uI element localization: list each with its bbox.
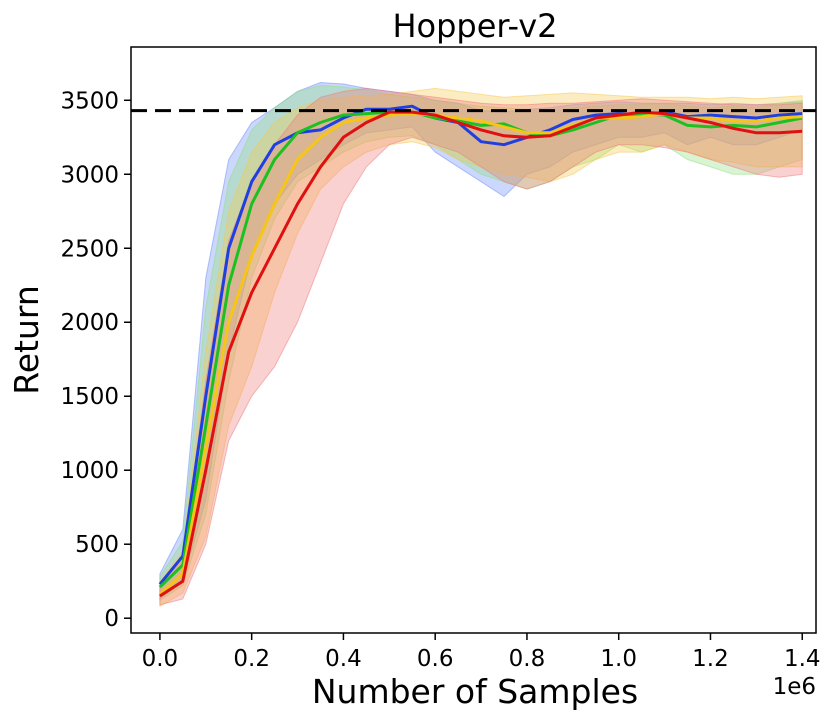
series-line-1 (158, 104, 803, 586)
x-axis: 0.0 0.2 0.4 0.6 0.8 1.0 1.2 1.4 (142, 633, 821, 672)
x-tick-label: 1.4 (784, 646, 821, 672)
y-tick-label: 1000 (60, 458, 119, 484)
y-tick-label: 500 (75, 532, 119, 558)
y-axis: 0 500 1000 1500 2000 2500 3000 3500 (60, 88, 131, 632)
y-tick-label: 2500 (60, 236, 119, 262)
x-axis-offset-label: 1e6 (773, 674, 816, 700)
series-line-2 (158, 110, 803, 589)
y-tick-label: 1500 (60, 384, 119, 410)
chart-title: Hopper-v2 (392, 7, 557, 45)
x-tick-label: 0.2 (233, 646, 270, 672)
x-axis-label: Number of Samples (312, 672, 638, 711)
y-tick-label: 2000 (60, 310, 119, 336)
series-line-4 (159, 110, 803, 598)
confidence-band-4 (159, 87, 803, 606)
y-tick-label: 3500 (60, 88, 119, 114)
x-tick-label: 0.8 (509, 646, 546, 672)
x-tick-label: 0.6 (417, 646, 454, 672)
y-tick-label: 3000 (60, 162, 119, 188)
x-tick-label: 1.0 (600, 646, 637, 672)
series-lines (158, 104, 803, 598)
plot-frame (130, 46, 817, 634)
x-tick-label: 1.2 (692, 646, 729, 672)
y-tick-label: 0 (104, 606, 119, 632)
x-tick-label: 0.0 (142, 646, 179, 672)
confidence-bands (159, 81, 803, 608)
y-axis-label: Return (7, 285, 46, 395)
x-tick-label: 0.4 (325, 646, 362, 672)
